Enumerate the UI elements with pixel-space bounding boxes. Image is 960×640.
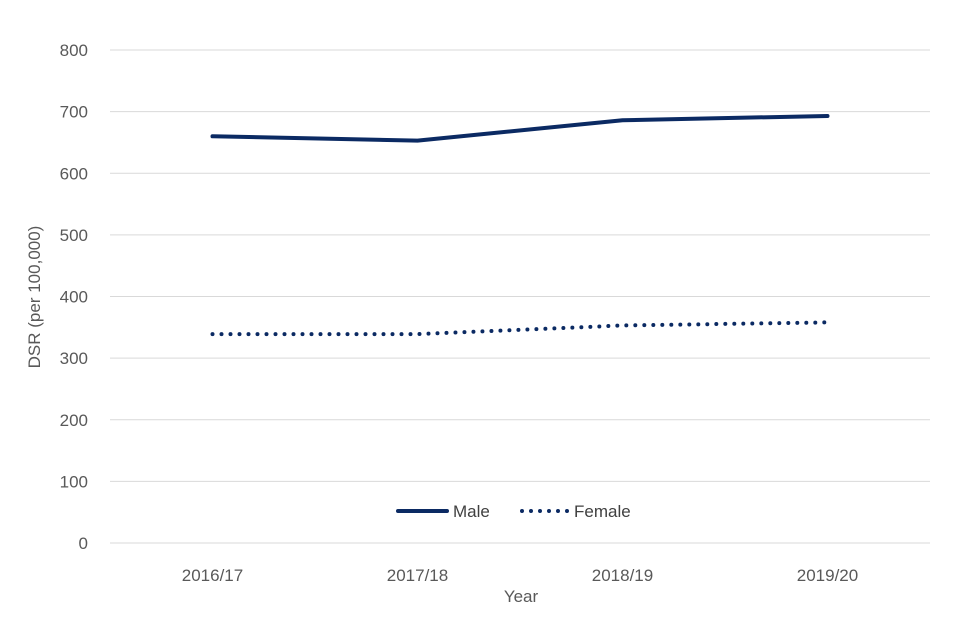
series-line-male [210, 113, 830, 143]
gridlines [110, 49, 930, 544]
y-tick-label: 200 [60, 411, 88, 430]
x-tick-label: 2019/20 [797, 566, 858, 585]
y-tick-label: 400 [60, 288, 88, 307]
y-axis-ticks: 0 100 200 300 400 500 600 700 800 [60, 41, 88, 553]
x-axis-ticks: 2016/17 2017/18 2018/19 2019/20 [182, 566, 858, 585]
x-tick-label: 2018/19 [592, 566, 653, 585]
legend-label-male: Male [453, 502, 490, 521]
y-tick-label: 100 [60, 472, 88, 491]
series-line-female [210, 320, 830, 337]
x-tick-label: 2017/18 [387, 566, 448, 585]
y-tick-label: 700 [60, 103, 88, 122]
x-tick-label: 2016/17 [182, 566, 243, 585]
y-tick-label: 300 [60, 349, 88, 368]
y-axis-title: DSR (per 100,000) [25, 226, 44, 369]
y-tick-label: 0 [79, 534, 88, 553]
legend: Male Female [396, 502, 631, 521]
y-tick-label: 600 [60, 164, 88, 183]
x-axis-title: Year [504, 587, 539, 606]
legend-label-female: Female [574, 502, 631, 521]
series-lines [210, 113, 830, 337]
y-tick-label: 800 [60, 41, 88, 60]
y-tick-label: 500 [60, 226, 88, 245]
